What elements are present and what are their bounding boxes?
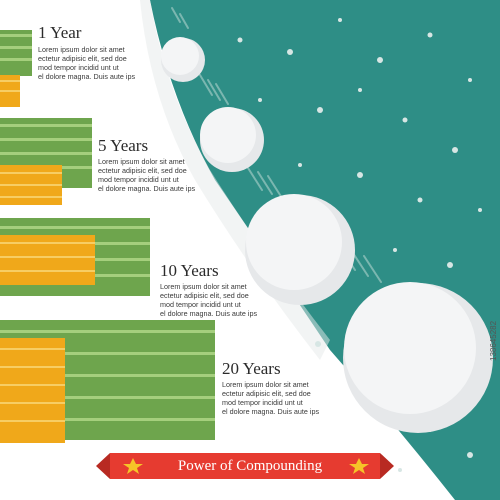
stack-1-year <box>0 30 32 107</box>
stage-1-text: Lorem ipsum dolor sit amet ectetur adipi… <box>38 45 136 81</box>
star-icon-left <box>123 458 143 474</box>
stage-4-title: 20 Years <box>222 359 281 378</box>
stage-1-title: 1 Year <box>38 23 82 42</box>
snowball-3 <box>245 194 355 305</box>
stage-2-title: 5 Years <box>98 136 149 155</box>
stage-3-text: Lorem ipsum dolor sit amet ectetur adipi… <box>160 282 258 318</box>
banner-title: Power of Compounding <box>177 458 323 474</box>
star-icon-right <box>349 458 369 474</box>
stack-20-years <box>0 320 215 443</box>
stage-4-text: Lorem ipsum dolor sit amet ectetur adipi… <box>222 380 320 416</box>
stage-3-title: 10 Years <box>160 261 219 280</box>
stage-2-text: Lorem ipsum dolor sit amet ectetur adipi… <box>98 157 196 193</box>
snowball-1 <box>161 37 205 82</box>
stack-10-years <box>0 218 150 296</box>
stack-5-years <box>0 118 92 205</box>
watermark-id: 138645282 <box>489 320 498 361</box>
banner-ribbon <box>96 453 394 479</box>
snowball-4 <box>343 282 493 433</box>
snow-slope-highlight <box>140 0 330 360</box>
snowball-2 <box>200 107 264 172</box>
snow-dots <box>237 18 482 472</box>
